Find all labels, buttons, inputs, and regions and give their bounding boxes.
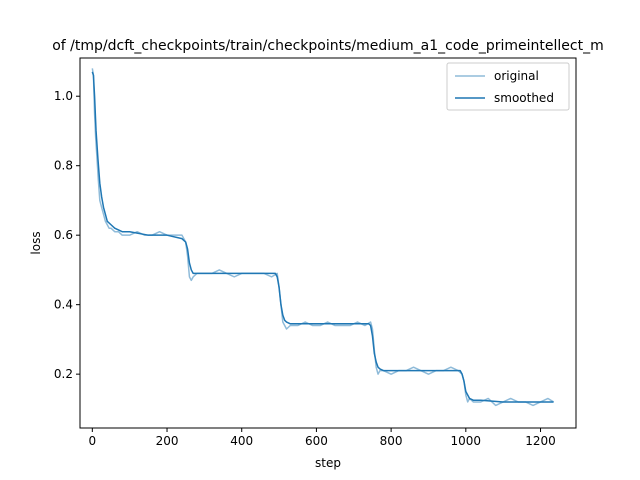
x-tick-label: 0 (89, 434, 97, 448)
y-tick-label: 0.8 (54, 159, 73, 173)
y-axis-label: loss (29, 231, 43, 254)
y-tick-label: 0.6 (54, 228, 73, 242)
y-tick-label: 0.4 (54, 298, 73, 312)
x-axis: 0 200 400 600 800 1000 1200 (89, 428, 556, 448)
x-tick-label: 200 (156, 434, 179, 448)
x-tick-label: 1200 (525, 434, 556, 448)
y-axis: 0.2 0.4 0.6 0.8 1.0 (54, 89, 80, 381)
legend: original smoothed (446, 62, 570, 111)
axes-frame (79, 57, 577, 429)
legend-label-smoothed: smoothed (494, 91, 554, 105)
x-axis-label: step (315, 456, 341, 470)
plot-area (91, 68, 554, 407)
x-tick-label: 400 (230, 434, 253, 448)
chart-title: of /tmp/dcft_checkpoints/train/checkpoin… (52, 38, 604, 54)
x-tick-label: 800 (380, 434, 403, 448)
series-line-smoothed (91, 71, 554, 403)
y-tick-label: 0.2 (54, 367, 73, 381)
x-tick-label: 600 (305, 434, 328, 448)
x-tick-label: 1000 (451, 434, 482, 448)
legend-label-original: original (494, 69, 539, 83)
y-tick-label: 1.0 (54, 89, 73, 103)
